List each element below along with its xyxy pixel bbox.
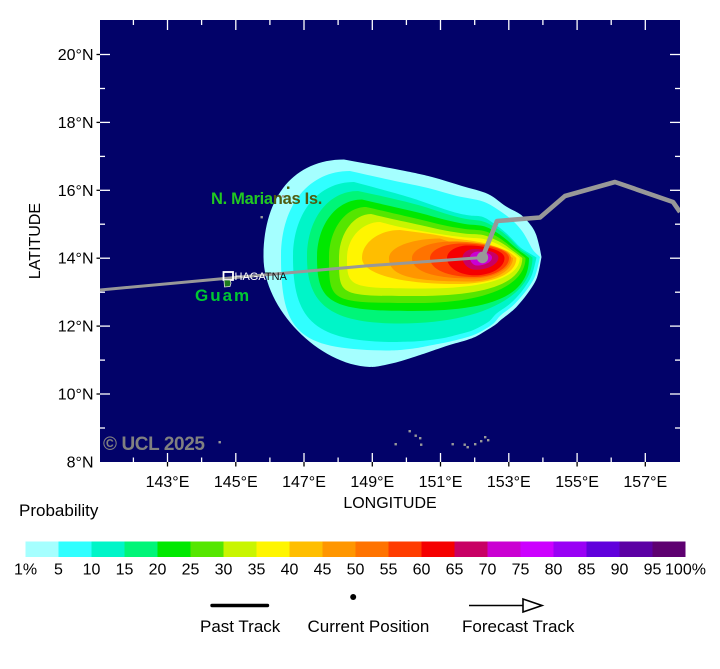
svg-text:8°N: 8°N [67,454,94,471]
svg-text:12°N: 12°N [58,319,94,336]
svg-text:147°E: 147°E [282,474,326,491]
svg-text:65: 65 [446,562,464,579]
svg-text:10°N: 10°N [58,387,94,404]
svg-text:40: 40 [281,562,299,579]
svg-text:157°E: 157°E [623,474,667,491]
svg-text:18°N: 18°N [58,115,94,132]
svg-text:20°N: 20°N [58,47,94,64]
svg-text:1%: 1% [14,562,37,579]
svg-text:45: 45 [314,562,332,579]
svg-text:10: 10 [83,562,101,579]
svg-text:30: 30 [215,562,233,579]
svg-text:149°E: 149°E [350,474,394,491]
svg-text:75: 75 [512,562,530,579]
svg-text:60: 60 [413,562,431,579]
svg-text:145°E: 145°E [214,474,258,491]
svg-text:LONGITUDE: LONGITUDE [343,495,436,512]
svg-text:5: 5 [54,562,63,579]
svg-text:Forecast Track: Forecast Track [462,617,575,636]
svg-text:HAGATNA: HAGATNA [235,271,288,283]
svg-text:Past Track: Past Track [200,617,281,636]
svg-text:25: 25 [182,562,200,579]
svg-text:100%: 100% [665,562,706,579]
svg-text:55: 55 [380,562,398,579]
svg-text:90: 90 [611,562,629,579]
svg-text:155°E: 155°E [555,474,599,491]
svg-text:85: 85 [578,562,596,579]
svg-text:151°E: 151°E [419,474,463,491]
svg-text:95: 95 [644,562,662,579]
svg-text:15: 15 [116,562,134,579]
svg-text:50: 50 [347,562,365,579]
svg-text:80: 80 [545,562,563,579]
svg-text:Current Position: Current Position [308,617,430,636]
svg-text:© UCL 2025: © UCL 2025 [103,434,205,455]
svg-text:70: 70 [479,562,497,579]
svg-text:Probability: Probability [19,501,99,520]
svg-text:LATITUDE: LATITUDE [27,203,44,279]
svg-text:Guam: Guam [195,286,251,305]
svg-text:143°E: 143°E [146,474,190,491]
svg-text:153°E: 153°E [487,474,531,491]
svg-text:14°N: 14°N [58,251,94,268]
svg-text:N. Marianas Is.: N. Marianas Is. [211,190,322,208]
svg-text:35: 35 [248,562,266,579]
svg-text:20: 20 [149,562,167,579]
svg-text:16°N: 16°N [58,183,94,200]
